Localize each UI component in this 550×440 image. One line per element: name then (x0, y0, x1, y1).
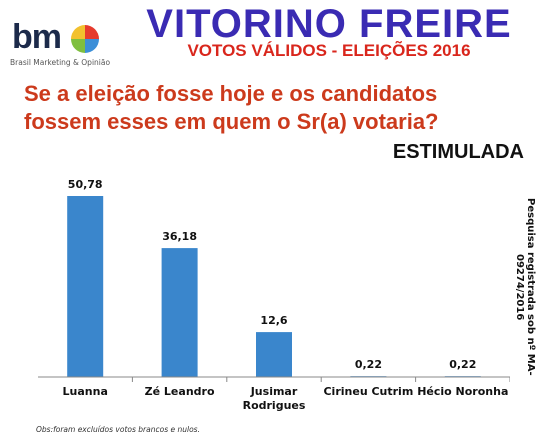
page-title: VITORINO FREIRE (146, 2, 512, 46)
logo-wordmark: bm (12, 18, 62, 56)
survey-question-line-2: fossem esses em quem o Sr(a) votaria? (24, 109, 439, 134)
survey-question-line-1: Se a eleição fosse hoje e os candidatos (24, 81, 438, 106)
category-label-4: Cirineu Cutrim (323, 385, 413, 398)
bar-1 (67, 196, 104, 377)
scenario-tag: ESTIMULADA (392, 141, 524, 163)
bar-chart: 50,78 Luanna 36,18 Zé Leandro 12,6 JusimarRod… (38, 178, 510, 412)
category-label-1: Luanna (63, 385, 108, 398)
bar-value-label-2: 36,18 (162, 230, 197, 243)
logo-pie-icon (71, 25, 99, 53)
bar-value-label-4: 0,22 (355, 358, 382, 371)
category-label-5: Hécio Noronha (417, 385, 508, 398)
footnote: Obs:foram excluídos votos brancos e nulo… (36, 425, 200, 434)
logo: bm Brasil Marketing & Opinião (4, 6, 111, 68)
registration-note: Pesquisa registrada sob nº MA-09274/2016 (514, 198, 536, 376)
page-subtitle: VOTOS VÁLIDOS - ELEIÇÕES 2016 (187, 41, 471, 60)
bar-2 (161, 248, 198, 377)
bar-3 (256, 332, 292, 377)
category-label-3-line-1: Jusimar (250, 385, 298, 398)
bar-value-label-1: 50,78 (68, 178, 103, 191)
survey-question: Se a eleição fosse hoje e os candidatos … (24, 80, 524, 136)
bar-value-label-5: 0,22 (449, 358, 476, 371)
bar-value-label-3: 12,6 (260, 314, 287, 327)
logo-tagline: Brasil Marketing & Opinião (10, 58, 111, 67)
category-label-3-line-2: Rodrigues (243, 399, 306, 412)
category-label-2: Zé Leandro (145, 385, 215, 398)
